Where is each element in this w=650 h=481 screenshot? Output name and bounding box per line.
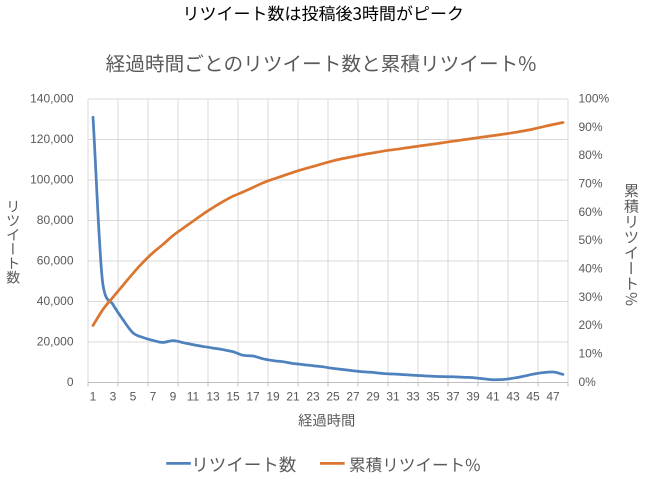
svg-text:90%: 90% [579,120,603,134]
svg-text:0: 0 [67,375,74,389]
svg-text:1: 1 [90,390,97,404]
svg-text:29: 29 [366,390,380,404]
svg-text:50%: 50% [579,233,603,247]
svg-text:23: 23 [306,390,320,404]
svg-text:40,000: 40,000 [37,294,74,308]
svg-text:31: 31 [386,390,400,404]
svg-text:40%: 40% [579,262,603,276]
svg-text:10%: 10% [579,347,603,361]
svg-text:70%: 70% [579,177,603,191]
svg-text:19: 19 [266,390,280,404]
svg-text:3: 3 [110,390,117,404]
svg-text:30%: 30% [579,290,603,304]
svg-text:60,000: 60,000 [37,253,74,267]
svg-text:25: 25 [326,390,340,404]
svg-text:35: 35 [426,390,440,404]
svg-text:33: 33 [406,390,420,404]
svg-text:43: 43 [506,390,520,404]
svg-text:13: 13 [206,390,220,404]
svg-text:120,000: 120,000 [30,132,74,146]
svg-text:80,000: 80,000 [37,213,74,227]
svg-text:45: 45 [526,390,540,404]
svg-text:21: 21 [286,390,300,404]
svg-text:100%: 100% [579,91,610,105]
svg-text:60%: 60% [579,205,603,219]
svg-text:140,000: 140,000 [30,91,74,105]
svg-text:7: 7 [150,390,157,404]
svg-text:80%: 80% [579,148,603,162]
svg-text:100,000: 100,000 [30,172,74,186]
svg-text:15: 15 [226,390,240,404]
svg-text:0%: 0% [579,375,597,389]
svg-text:17: 17 [246,390,260,404]
svg-text:37: 37 [446,390,460,404]
svg-text:11: 11 [187,390,200,404]
svg-text:9: 9 [170,390,177,404]
svg-text:27: 27 [346,390,360,404]
svg-text:41: 41 [486,390,500,404]
svg-text:20,000: 20,000 [37,334,74,348]
svg-text:39: 39 [466,390,480,404]
svg-text:5: 5 [130,390,137,404]
svg-text:20%: 20% [579,318,603,332]
svg-text:47: 47 [546,390,560,404]
